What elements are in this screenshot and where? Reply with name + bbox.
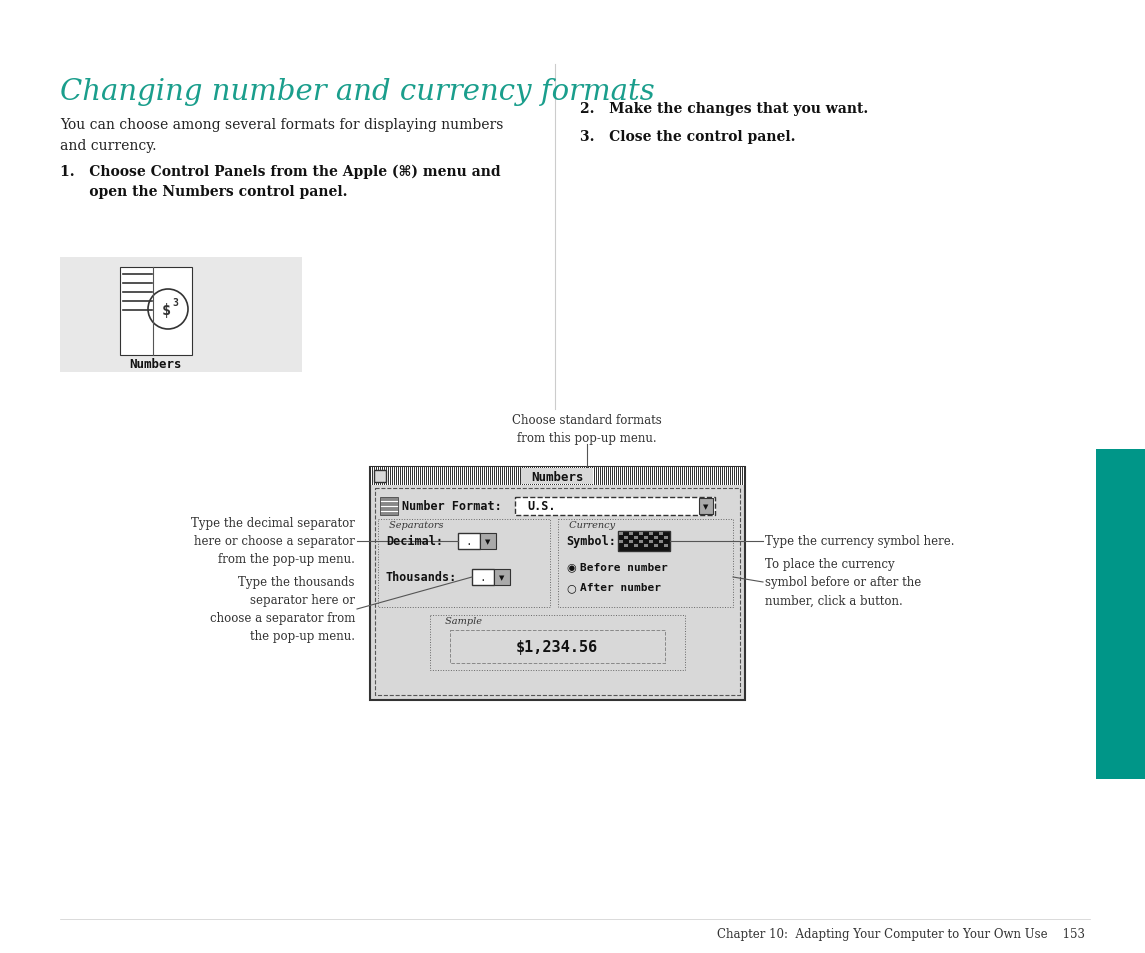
Text: To place the currency
symbol before or after the
number, click a button.: To place the currency symbol before or a…	[765, 558, 922, 607]
Bar	[629, 540, 633, 543]
Bar	[374, 471, 386, 482]
Text: 3.   Close the control panel.: 3. Close the control panel.	[581, 130, 796, 144]
Bar	[649, 533, 653, 536]
Text: .: .	[480, 573, 487, 582]
Text: 1.   Choose Control Panels from the Apple (⌘) menu and: 1. Choose Control Panels from the Apple …	[60, 165, 500, 179]
Bar	[639, 540, 643, 543]
Bar	[493, 569, 510, 585]
Text: U.S.: U.S.	[527, 500, 555, 513]
Text: ▼: ▼	[485, 538, 491, 544]
Bar	[643, 544, 648, 547]
Bar	[624, 537, 627, 539]
Bar	[450, 630, 665, 663]
Bar	[1096, 450, 1145, 780]
Bar	[515, 497, 714, 516]
Text: open the Numbers control panel.: open the Numbers control panel.	[60, 185, 347, 199]
Bar	[60, 257, 302, 373]
Bar	[664, 537, 668, 539]
Bar	[643, 537, 648, 539]
Text: Number Format:: Number Format:	[402, 500, 502, 513]
Text: Currency: Currency	[566, 520, 618, 530]
Text: ▼: ▼	[703, 503, 709, 510]
Bar	[654, 544, 658, 547]
Bar	[660, 540, 663, 543]
Bar	[654, 537, 658, 539]
Bar	[634, 544, 638, 547]
Text: ○: ○	[566, 582, 576, 593]
Text: Sample: Sample	[442, 617, 485, 625]
Bar	[558, 519, 733, 607]
Text: Thousands:: Thousands:	[386, 571, 457, 584]
Bar	[619, 540, 623, 543]
Bar	[378, 519, 550, 607]
Text: ◉: ◉	[566, 562, 576, 573]
Text: Numbers: Numbers	[531, 471, 583, 484]
Text: Type the decimal separator
here or choose a separator
from the pop-up menu.: Type the decimal separator here or choos…	[191, 517, 355, 566]
Bar	[431, 616, 685, 670]
Text: Numbers: Numbers	[129, 357, 182, 371]
Bar	[370, 468, 745, 700]
Text: Type the currency symbol here.: Type the currency symbol here.	[765, 535, 955, 548]
Bar	[624, 544, 627, 547]
Bar	[634, 537, 638, 539]
Bar	[480, 534, 496, 550]
Text: $1,234.56: $1,234.56	[516, 639, 598, 655]
Bar	[639, 533, 643, 536]
Text: You can choose among several formats for displaying numbers
and currency.: You can choose among several formats for…	[60, 118, 504, 152]
Text: Changing number and currency formats: Changing number and currency formats	[60, 78, 655, 106]
Text: .: .	[466, 537, 473, 546]
Text: Separators: Separators	[386, 520, 447, 530]
Bar	[472, 569, 493, 585]
Bar	[376, 489, 740, 696]
Bar	[664, 544, 668, 547]
Text: Chapter 10:  Adapting Your Computer to Your Own Use    153: Chapter 10: Adapting Your Computer to Yo…	[717, 927, 1085, 941]
Text: 3: 3	[172, 297, 177, 308]
Text: Before number: Before number	[581, 562, 668, 573]
Bar	[380, 497, 398, 516]
Bar	[120, 268, 192, 355]
Bar	[629, 533, 633, 536]
Bar	[619, 533, 623, 536]
Text: Type the thousands
separator here or
choose a separator from
the pop-up menu.: Type the thousands separator here or cho…	[210, 576, 355, 643]
Bar	[649, 540, 653, 543]
Text: After number: After number	[581, 582, 661, 593]
Text: Choose standard formats
from this pop-up menu.: Choose standard formats from this pop-up…	[512, 414, 662, 444]
Text: $: $	[161, 303, 171, 318]
Bar	[698, 498, 713, 515]
Text: Decimal:: Decimal:	[386, 535, 443, 548]
Text: 2.   Make the changes that you want.: 2. Make the changes that you want.	[581, 102, 868, 116]
Bar	[618, 532, 670, 552]
Text: Symbol:: Symbol:	[566, 535, 616, 548]
Bar	[458, 534, 480, 550]
Text: ▼: ▼	[499, 575, 505, 580]
Bar	[521, 469, 593, 484]
Bar	[660, 533, 663, 536]
